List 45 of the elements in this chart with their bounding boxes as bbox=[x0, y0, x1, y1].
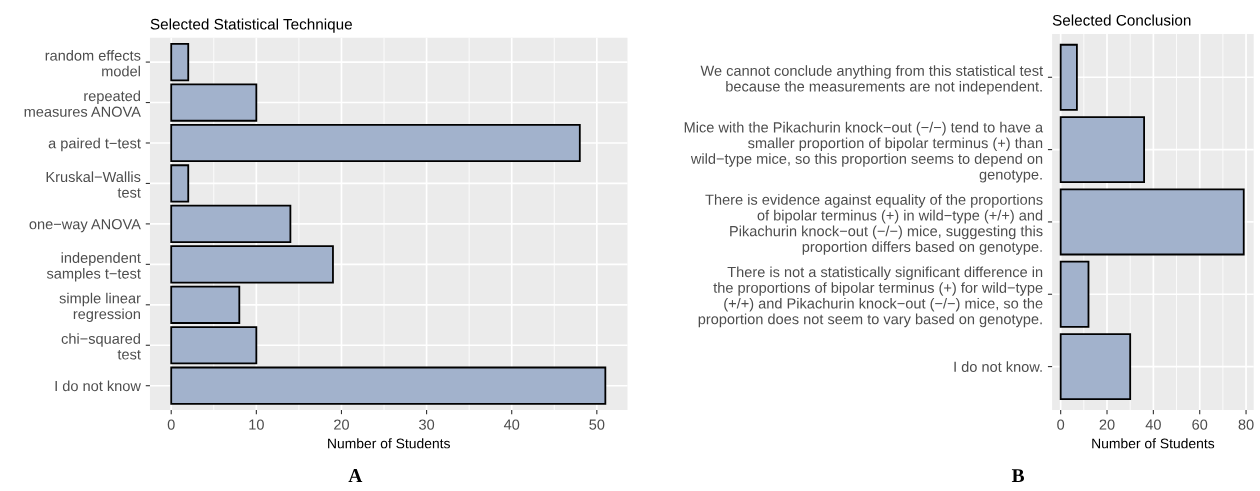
bar bbox=[170, 164, 190, 203]
bar bbox=[170, 285, 241, 324]
x-tick-label: 80 bbox=[1238, 419, 1254, 430]
x-tick-label: 50 bbox=[589, 419, 605, 430]
x-axis-title: Number of Students bbox=[1092, 438, 1215, 449]
bar bbox=[170, 123, 581, 163]
y-tick-label: repeated measures ANOVA bbox=[24, 90, 141, 117]
y-tick-label: There is evidence against equality of the proportions of bipolar terminus (+) in wild−type (+/+) and Pikachurin knock−out (−/−) mice, suggesting this proportion differs based on genotype. bbox=[705, 194, 1043, 255]
y-tick-label: Mice with the Pikachurin knock−out (−/−) tend to have a smaller proportion of bipolar terminus (+) than wild−type mice, so this proportion seems to depend on genotype. bbox=[684, 121, 1044, 183]
y-tick-label: chi−squared test bbox=[61, 333, 141, 360]
bar bbox=[170, 83, 258, 122]
text: B bbox=[1011, 469, 1025, 483]
y-tick-label: simple linear regression bbox=[59, 292, 141, 323]
x-tick-label: 40 bbox=[1145, 419, 1161, 430]
x-tick-label: 20 bbox=[334, 419, 350, 430]
chart-title: Selected Statistical Technique bbox=[150, 18, 352, 33]
text: A bbox=[348, 469, 363, 482]
bar bbox=[1059, 260, 1090, 328]
x-tick-label: 10 bbox=[249, 419, 264, 430]
x-tick-label: 40 bbox=[503, 419, 520, 430]
x-tick-label: 30 bbox=[419, 419, 435, 430]
y-tick-label: Kruskal−Wallis test bbox=[46, 171, 141, 198]
y-tick-label: a paired t−test bbox=[48, 137, 141, 152]
y-tick-label: I do not know bbox=[55, 380, 141, 392]
y-tick-label: one−way ANOVA bbox=[29, 219, 141, 233]
chart-title: Selected Conclusion bbox=[1052, 14, 1191, 26]
bar bbox=[1059, 333, 1132, 401]
x-tick-label: 60 bbox=[1192, 419, 1208, 430]
x-tick-label: 0 bbox=[1057, 419, 1065, 430]
bar bbox=[170, 42, 190, 82]
bar bbox=[1059, 116, 1145, 184]
y-tick-label: There is not a statistically significant difference in the proportions of bipolar terminus (+) for wild−type (+/+) and Pikachurin knock−out (−/−) mice, so the proportion does not seem to vary based on genotype. bbox=[698, 266, 1043, 328]
y-tick-label: I do not know. bbox=[954, 361, 1042, 373]
y-tick-label: We cannot conclude anything from this statistical test because the measurements are not independent. bbox=[700, 65, 1043, 95]
x-tick-label: 20 bbox=[1099, 419, 1115, 430]
y-tick-label: independent samples t−test bbox=[46, 252, 141, 282]
bar bbox=[1059, 43, 1078, 111]
bar bbox=[1059, 188, 1245, 256]
bar bbox=[170, 204, 292, 244]
x-tick-label: 0 bbox=[167, 419, 175, 430]
bar bbox=[170, 366, 607, 405]
bar bbox=[170, 326, 258, 365]
y-tick-label: random effects model bbox=[45, 50, 141, 77]
x-axis-title: Number of Students bbox=[328, 438, 450, 449]
bar bbox=[170, 245, 334, 284]
